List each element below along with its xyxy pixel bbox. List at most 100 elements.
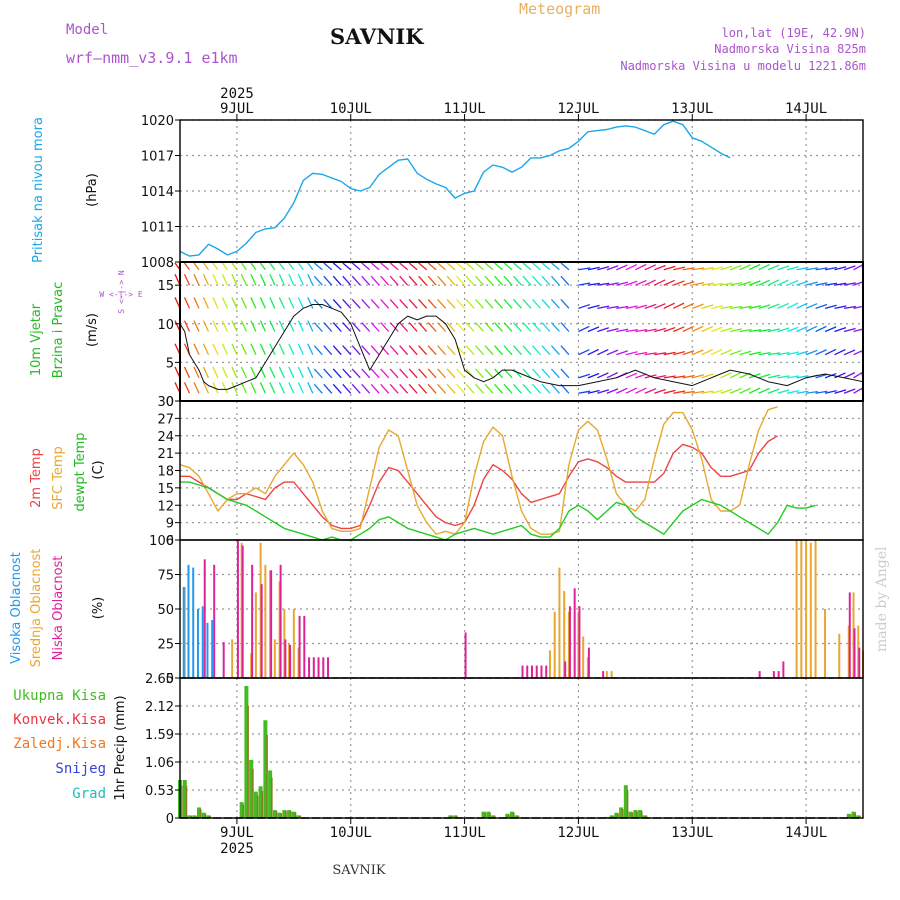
precip-conv-bar: [299, 815, 302, 818]
wind-barb: [853, 372, 863, 379]
precip-bar: [642, 815, 647, 818]
wind-barb: [313, 345, 323, 356]
wind-barb: [805, 325, 818, 333]
wind-barb: [635, 263, 647, 271]
elevation-label: Nadmorska Visina 825m: [714, 42, 866, 56]
cloud-title-1: Visoka Oblacnost: [9, 552, 24, 664]
high-cloud-bar: [182, 586, 185, 678]
pressure-line: [179, 120, 731, 257]
wind-barb: [456, 368, 466, 379]
wind-barb: [522, 275, 532, 286]
wind-barb: [408, 383, 418, 394]
mid-cloud-bar: [824, 609, 827, 678]
wind-barb: [815, 349, 827, 356]
wind-barb: [437, 345, 447, 356]
wind-barb: [786, 279, 799, 286]
wind-barb: [777, 327, 790, 333]
wind-barb: [597, 305, 610, 309]
precip-unit: 1hr Precip (mm): [113, 695, 128, 800]
wind-barb: [221, 297, 229, 309]
wind-barb: [541, 345, 551, 356]
wind-barb: [758, 387, 770, 394]
wind-barb: [513, 275, 522, 286]
precip-bar: [239, 802, 244, 818]
precip-bar: [491, 815, 496, 818]
wind-barb: [796, 266, 809, 271]
wind-barb: [465, 322, 475, 332]
wind-barb: [673, 326, 685, 333]
wind-barb: [691, 325, 704, 333]
temp-line-1: [179, 406, 778, 535]
wind-barb: [332, 262, 342, 271]
wind-barb: [361, 345, 371, 356]
wind-barb: [616, 281, 629, 286]
wind-barb: [351, 368, 361, 379]
wind-barb: [805, 390, 819, 394]
wind-barb: [682, 390, 695, 394]
wind-barb: [297, 382, 304, 394]
precip-conv-bar: [612, 815, 615, 818]
wind-barb: [503, 322, 513, 332]
wind-barb: [313, 368, 323, 379]
wind-barb: [625, 329, 638, 333]
wind-barb: [427, 262, 437, 271]
low-cloud-bar: [464, 632, 467, 678]
day-label-bottom: 11JUL: [444, 825, 486, 841]
temp-title-1: 2m Temp: [29, 448, 44, 508]
precip-bar: [282, 810, 287, 818]
wind-barb: [824, 348, 837, 356]
wind-barb: [380, 298, 390, 309]
model-name: wrf—nmm_v3.9.1 e1km: [66, 49, 238, 67]
day-label-top: 11JUL: [444, 101, 486, 117]
wind-barb: [578, 390, 591, 394]
wind-barb: [578, 325, 590, 333]
wind-barb: [408, 275, 418, 286]
y-tick-label: 15: [157, 279, 174, 294]
wind-compass-vertical: S <-|-> N: [117, 270, 126, 314]
wind-barb: [720, 305, 733, 309]
wind-barb: [202, 297, 210, 309]
wind-barb: [342, 368, 352, 379]
y-tick-label: 24: [157, 430, 174, 445]
wind-barb: [597, 282, 610, 286]
wind-barb: [503, 262, 513, 271]
wind-barb: [240, 262, 247, 271]
y-tick-label: 5: [166, 356, 174, 371]
wind-barb: [796, 302, 808, 309]
wind-barb: [786, 390, 799, 394]
wind-barb: [446, 298, 456, 309]
wind-barb: [202, 320, 210, 332]
wind-barb: [313, 275, 323, 286]
precip-conv-bar: [185, 785, 188, 818]
y-tick-label: 10: [157, 318, 174, 333]
wind-title-2: Brzina i Pravac: [51, 282, 66, 379]
temp-line-0: [180, 435, 778, 530]
wind-barb: [834, 305, 847, 309]
wind-barb: [240, 343, 247, 355]
wind-barb: [606, 265, 619, 271]
wind-barb: [240, 366, 247, 379]
wind-barb: [541, 383, 551, 394]
wind-barb: [389, 383, 399, 394]
wind-barb: [446, 262, 456, 271]
wind-barb: [259, 297, 266, 309]
y-tick-label: 25: [157, 638, 174, 653]
wind-barb: [749, 329, 762, 333]
precip-conv-bar: [451, 815, 453, 818]
wind-barb: [748, 280, 761, 286]
low-cloud-bar: [312, 657, 315, 678]
year-label-bottom: 2025: [220, 841, 254, 857]
wind-barb: [834, 372, 846, 379]
wind-barb: [550, 368, 560, 379]
wind-barb: [399, 298, 409, 309]
wind-barb: [418, 383, 428, 394]
high-cloud-bar: [206, 622, 209, 678]
wind-barb: [484, 383, 494, 394]
wind-barb: [484, 275, 494, 286]
precip-conv-bar: [489, 812, 491, 818]
wind-barb: [730, 328, 743, 333]
cloud-title-3: Niska Oblacnost: [51, 556, 66, 661]
model-label: Model: [66, 22, 108, 38]
wind-barb: [351, 322, 361, 332]
mid-cloud-bar: [800, 540, 803, 678]
